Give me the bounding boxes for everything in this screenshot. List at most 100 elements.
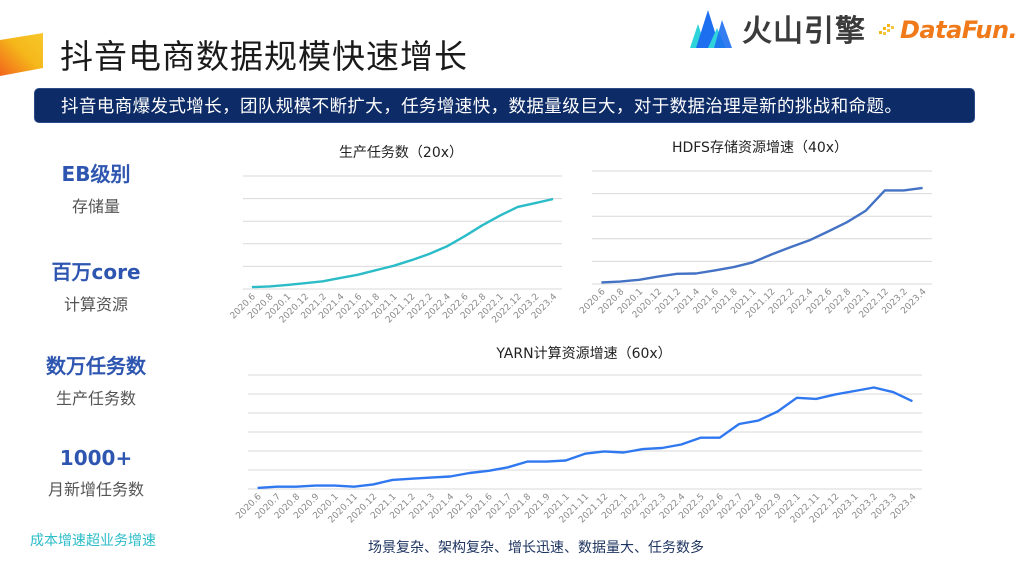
x-tick-label: 2022.12: [490, 292, 523, 325]
x-tick-label: 2023.2: [851, 492, 880, 521]
x-tick-label: 2021.8: [710, 287, 740, 317]
x-tick-label: 2021.5: [446, 492, 475, 521]
x-tick-label: 2021.1: [369, 492, 398, 521]
stat-tasks: 数万任务数 生产任务数: [0, 350, 192, 409]
data-line: [601, 186, 923, 284]
x-tick-label: 2023.4: [889, 492, 919, 522]
x-tick-label: 2022.7: [716, 492, 745, 521]
x-tick-label: 2022.6: [441, 292, 471, 322]
volcengine-logo: 火山引擎: [688, 4, 866, 52]
x-tick-label: 2021.6: [692, 287, 722, 317]
chart-title: 生产任务数（20x）: [338, 145, 464, 161]
stat-label: 存储量: [71, 197, 120, 216]
stat-label: 计算资源: [63, 295, 128, 314]
data-line: [251, 197, 554, 289]
x-tick-label: 2022.3: [639, 492, 668, 521]
stat-value: 百万core: [51, 260, 141, 284]
x-tick-label: 2021.12: [577, 492, 610, 525]
x-tick-label: 2023.3: [870, 492, 899, 521]
x-tick-label: 2020.8: [597, 287, 627, 317]
x-tick-label: 2021.6: [465, 492, 495, 522]
stat-compute: 百万core 计算资源: [0, 256, 192, 315]
datafun-logo-text: DataFun.: [900, 16, 1018, 44]
x-tick-label: 2023.2: [512, 292, 541, 321]
x-tick-label: 2022.5: [677, 492, 706, 521]
cost-growth-note: 成本增速超业务增速: [30, 533, 156, 549]
x-tick-label: 2020.12: [278, 292, 311, 325]
summary-banner-text: 抖音电商爆发式增长，团队规模不断扩大，任务增速快，数据量级巨大，对于数据治理是新…: [61, 97, 903, 117]
chart-title: YARN计算资源增速（60x）: [496, 346, 672, 362]
x-tick-label: 2022.12: [858, 287, 891, 320]
summary-banner: 抖音电商爆发式增长，团队规模不断扩大，任务增速快，数据量级巨大，对于数据治理是新…: [34, 88, 975, 123]
x-tick-label: 2021.9: [523, 492, 553, 522]
x-tick-label: 2021.8: [504, 492, 534, 522]
x-tick-label: 2023.4: [530, 292, 560, 322]
x-tick-label: 2021.4: [317, 292, 347, 322]
x-tick-label: 2021.2: [654, 287, 683, 316]
x-tick-label: 2023.4: [899, 287, 929, 317]
x-tick-label: 2020.12: [631, 287, 664, 320]
x-tick-label: 2022.4: [424, 292, 454, 322]
x-tick-label: 2020.1: [264, 292, 293, 321]
x-tick-label: 2021.12: [384, 292, 417, 325]
x-tick-label: 2021.1: [729, 287, 758, 316]
x-tick-label: 2021.4: [673, 287, 703, 317]
x-tick-label: 2022.8: [824, 287, 854, 317]
title-accent-shape: [0, 33, 43, 76]
x-tick-label: 2022.2: [620, 492, 649, 521]
x-tick-label: 2022.1: [843, 287, 872, 316]
x-tick-label: 2021.4: [427, 492, 457, 522]
x-tick-label: 2023.2: [880, 287, 909, 316]
x-tick-label: 2022.2: [406, 292, 435, 321]
x-tick-label: 2020.9: [292, 492, 322, 522]
x-tick-label: 2021.8: [353, 292, 383, 322]
x-tick-label: 2020.1: [616, 287, 645, 316]
page-title: 抖音电商数据规模快速增长: [60, 37, 468, 76]
x-tick-label: 2022.12: [808, 492, 841, 525]
stat-value: 1000+: [59, 446, 133, 470]
x-tick-label: 2021.11: [558, 492, 591, 525]
volcano-mountain-icon: [690, 10, 732, 48]
summary-footnote: 场景复杂、架构复杂、增长迅速、数据量大、任务数多: [368, 540, 704, 556]
stat-label: 生产任务数: [55, 389, 136, 408]
x-tick-label: 2021.1: [543, 492, 572, 521]
x-tick-label: 2022.2: [767, 287, 796, 316]
x-tick-label: 2021.6: [335, 292, 365, 322]
stat-value: EB级别: [61, 162, 131, 186]
x-tick-label: 2022.4: [658, 492, 688, 522]
x-tick-label: 2021.2: [388, 492, 417, 521]
stat-storage: EB级别 存储量: [0, 158, 192, 217]
stat-value: 数万任务数: [46, 354, 146, 378]
x-tick-label: 2021.2: [300, 292, 329, 321]
x-tick-label: 2023.1: [831, 492, 860, 521]
x-tick-label: 2022.11: [789, 492, 822, 525]
x-tick-label: 2020.7: [254, 492, 283, 521]
datafun-dots-icon: [879, 24, 894, 35]
x-tick-label: 2022.4: [786, 287, 816, 317]
x-tick-label: 2020.12: [346, 492, 379, 525]
x-tick-label: 2022.6: [805, 287, 835, 317]
x-tick-label: 2022.6: [697, 492, 727, 522]
x-tick-label: 2022.9: [754, 492, 784, 522]
x-tick-label: 2022.1: [477, 292, 506, 321]
x-tick-label: 2020.1: [311, 492, 340, 521]
x-tick-label: 2022.1: [774, 492, 803, 521]
x-tick-label: 2020.6: [229, 292, 259, 322]
x-tick-label: 2020.6: [578, 287, 608, 317]
x-tick-label: 2020.8: [246, 292, 276, 322]
stat-monthly-new-tasks: 1000+ 月新增任务数: [0, 446, 192, 500]
x-tick-label: 2021.12: [744, 287, 777, 320]
chart-title: HDFS存储资源增速（40x）: [671, 140, 849, 156]
x-tick-label: 2022.8: [735, 492, 765, 522]
x-tick-label: 2020.6: [234, 492, 264, 522]
x-tick-label: 2022.8: [459, 292, 489, 322]
x-tick-label: 2021.1: [370, 292, 399, 321]
x-tick-label: 2020.11: [327, 492, 360, 525]
x-tick-label: 2020.8: [273, 492, 303, 522]
x-tick-label: 2021.7: [485, 492, 514, 521]
volcengine-logo-text: 火山引擎: [742, 14, 866, 49]
datafun-logo: DataFun.: [878, 12, 1018, 48]
x-tick-label: 2021.3: [408, 492, 437, 521]
stat-label: 月新增任务数: [47, 480, 144, 499]
x-tick-label: 2022.1: [600, 492, 629, 521]
